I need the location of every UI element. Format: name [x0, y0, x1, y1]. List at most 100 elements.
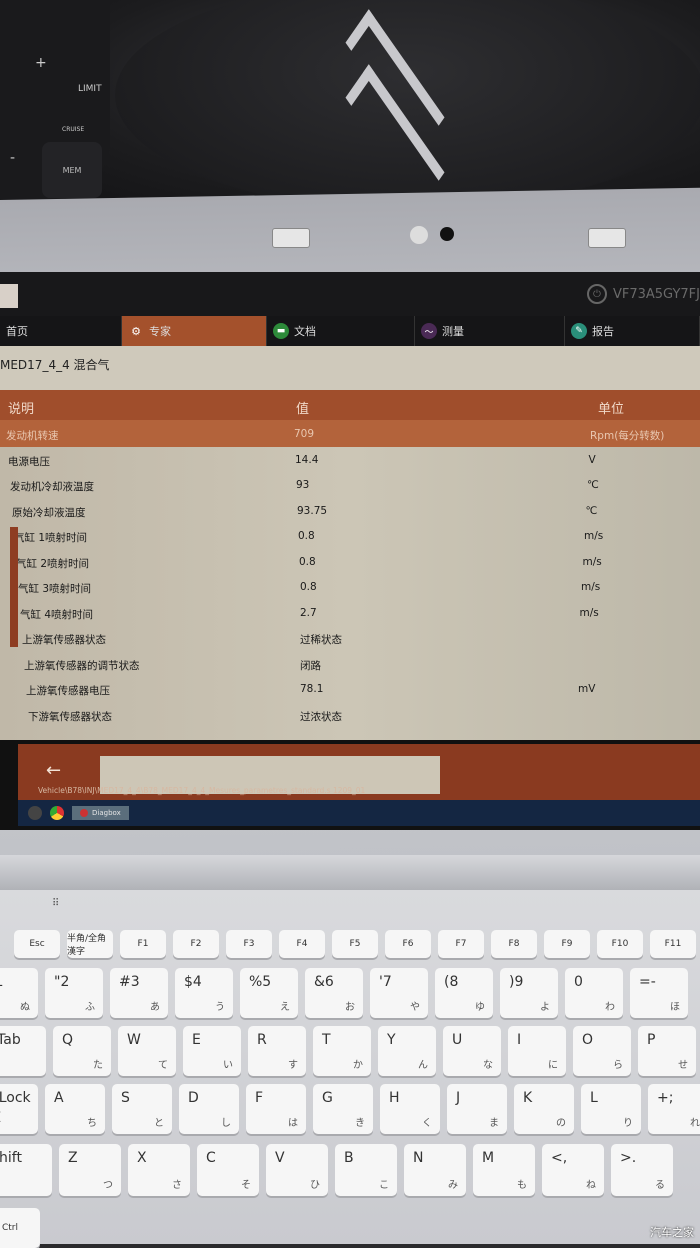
key[interactable]: F1: [120, 930, 166, 958]
chrome-icon[interactable]: [50, 806, 64, 820]
key[interactable]: Ctrl: [0, 1208, 40, 1248]
key[interactable]: <, ね: [542, 1144, 604, 1196]
key[interactable]: '7 や: [370, 968, 428, 1018]
table-row[interactable]: 上游氧传感器的调节状态 闭路: [0, 650, 700, 677]
key[interactable]: +; れ: [648, 1084, 700, 1134]
table-row[interactable]: 上游氧传感器电压 78.1 mV: [0, 675, 700, 702]
cell-value: 2.7: [300, 606, 317, 619]
key[interactable]: &6 お: [305, 968, 363, 1018]
table-row[interactable]: 气缸 3喷射时间 0.8 m/s: [0, 573, 700, 600]
key-kana: き: [355, 1118, 365, 1129]
table-row[interactable]: 电源电压 14.4 V: [0, 446, 700, 473]
minus-label: -: [10, 150, 16, 166]
key[interactable]: hift: [0, 1144, 52, 1196]
key[interactable]: F5: [332, 930, 378, 958]
key[interactable]: F10: [597, 930, 643, 958]
key[interactable]: %5 え: [240, 968, 298, 1018]
back-button[interactable]: ←: [46, 760, 62, 781]
key[interactable]: 半角/全角 漢字: [67, 930, 113, 958]
table-row[interactable]: 气缸 1喷射时间 0.8 m/s: [0, 522, 700, 549]
key[interactable]: =- ほ: [630, 968, 688, 1018]
tab-home[interactable]: 首页: [0, 316, 122, 346]
key[interactable]: Esc: [14, 930, 60, 958]
tab-documents[interactable]: ▬ 文档: [267, 316, 415, 346]
key-label: $4: [184, 974, 202, 990]
gears-icon: ⚙: [131, 324, 141, 338]
key[interactable]: F7: [438, 930, 484, 958]
key[interactable]: s Lock 数: [0, 1084, 38, 1134]
key[interactable]: F2: [173, 930, 219, 958]
cell-description: 气缸 2喷射时间: [16, 557, 90, 570]
key-kana: せ: [678, 1060, 688, 1071]
tab-report[interactable]: ✎ 报告: [565, 316, 700, 346]
cell-value: 93.75: [297, 504, 328, 517]
table-row[interactable]: 下游氧传感器状态 过浓状态: [0, 701, 700, 728]
table-row[interactable]: 上游氧传感器状态 过稀状态: [0, 624, 700, 651]
key[interactable]: !1 ぬ: [0, 968, 38, 1018]
key[interactable]: F3: [226, 930, 272, 958]
key[interactable]: #3 あ: [110, 968, 168, 1018]
start-icon[interactable]: [28, 806, 42, 820]
key-kana: あ: [150, 1002, 160, 1013]
key-label: A: [54, 1090, 64, 1106]
key[interactable]: Tab: [0, 1026, 46, 1076]
key[interactable]: F9: [544, 930, 590, 958]
key-kana: は: [288, 1118, 298, 1129]
plus-label: +: [35, 55, 47, 71]
key[interactable]: )9 よ: [500, 968, 558, 1018]
table-row[interactable]: 气缸 2喷射时间 0.8 m/s: [0, 548, 700, 575]
side-expander[interactable]: [10, 527, 18, 647]
key-label: C: [206, 1150, 216, 1166]
key[interactable]: (8 ゆ: [435, 968, 493, 1018]
table-row[interactable]: 气缸 4喷射时间 2.7 m/s: [0, 599, 700, 626]
key-label: H: [389, 1090, 400, 1106]
key[interactable]: "2 ふ: [45, 968, 103, 1018]
key-label: )9: [509, 974, 524, 990]
key[interactable]: $4 う: [175, 968, 233, 1018]
key-label: Q: [62, 1032, 74, 1048]
key[interactable]: F8: [491, 930, 537, 958]
tab-measure[interactable]: 〜测量: [415, 316, 565, 346]
key[interactable]: >. る: [611, 1144, 673, 1196]
table-row[interactable]: 原始冷却液温度 93.75 ℃: [0, 497, 700, 524]
key-label: K: [523, 1090, 533, 1106]
cell-description: 气缸 4喷射时间: [20, 608, 94, 621]
power-icon[interactable]: ⏻: [586, 284, 607, 304]
key[interactable]: F6: [385, 930, 431, 958]
taskbar-app-diagbox[interactable]: Diagbox: [72, 806, 129, 820]
table-header: 说明 值 单位: [0, 390, 700, 420]
key[interactable]: F4: [279, 930, 325, 958]
cell-value: 过稀状态: [300, 634, 342, 646]
table-row[interactable]: 发动机转速 709 Rpm(每分转数): [0, 420, 700, 447]
tab-expert[interactable]: ⚙ 专家: [122, 316, 267, 346]
key[interactable]: F11: [650, 930, 696, 958]
table-row[interactable]: 发动机冷却液温度 93 ℃: [0, 471, 700, 498]
